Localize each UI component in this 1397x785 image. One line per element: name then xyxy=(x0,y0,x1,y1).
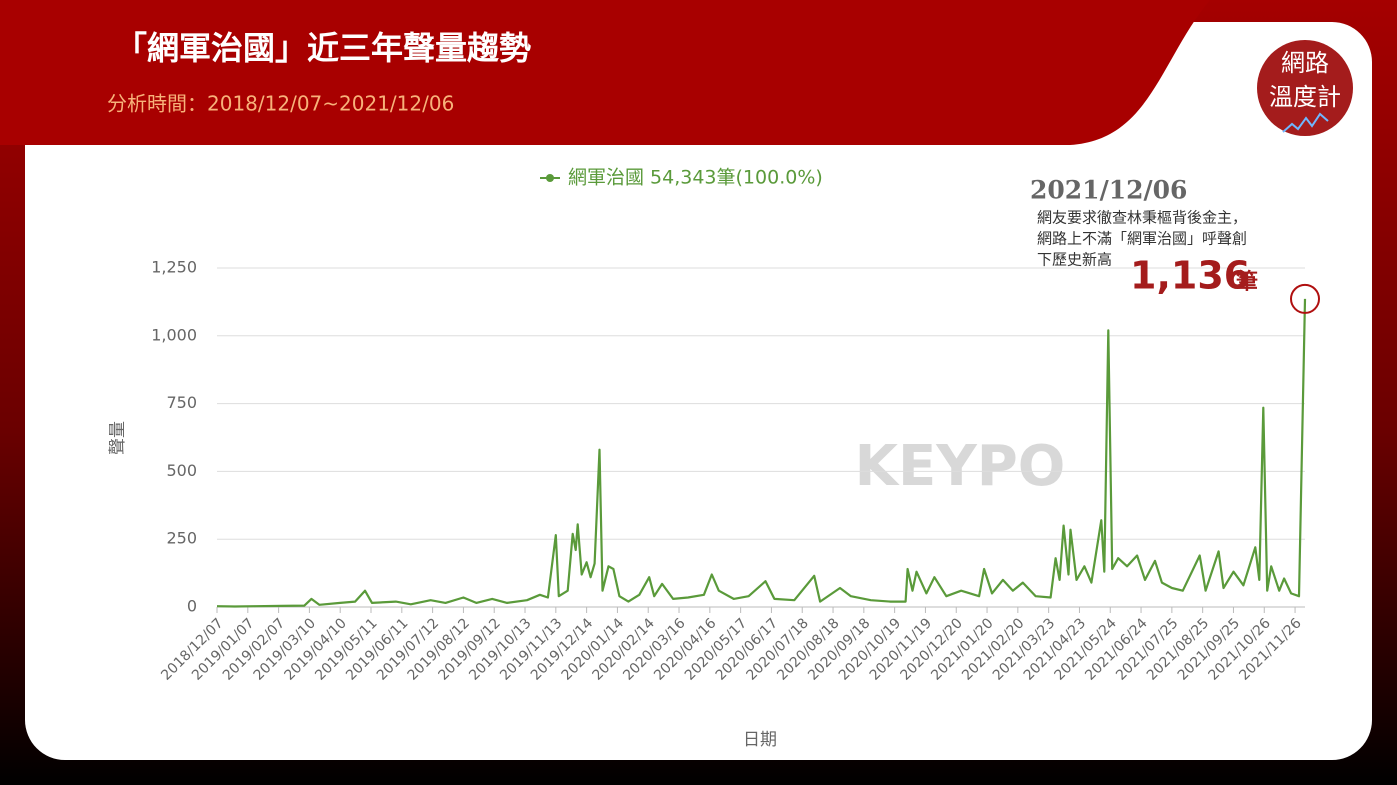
logo-wave xyxy=(1282,112,1329,133)
card xyxy=(25,22,1372,760)
legend-swatch xyxy=(546,174,554,182)
annotation-text: 網友要求徹查林秉樞背後金主， xyxy=(1037,209,1247,227)
logo xyxy=(1257,40,1353,136)
y-tick-label: 250 xyxy=(166,529,197,548)
logo-text: 溫度計 xyxy=(1269,83,1341,111)
annotation-text: 網路上不滿「網軍治國」呼聲創 xyxy=(1037,230,1247,248)
y-tick-label: 0 xyxy=(187,597,197,616)
y-axis-label: 聲量 xyxy=(108,421,128,455)
logo-text: 網路 xyxy=(1281,49,1329,77)
title: 「網軍治國」近三年聲量趨勢 xyxy=(115,29,531,67)
annotation-unit: 筆 xyxy=(1236,269,1258,295)
header-band xyxy=(0,0,1210,145)
y-tick-label: 1,250 xyxy=(151,258,197,277)
y-tick-label: 1,000 xyxy=(151,325,197,344)
highlight-marker xyxy=(1290,283,1320,314)
annotation-text: 下歷史新高 xyxy=(1037,251,1112,269)
line-series xyxy=(216,298,1307,608)
x-axis-label: 日期 xyxy=(743,730,777,750)
annotation: 2021/12/06 網友要求徹查林秉樞背後金主， 網路上不滿「網軍治國」呼聲創… xyxy=(1030,176,1258,298)
y-tick-label: 500 xyxy=(166,461,197,480)
legend-label: 網軍治國 54,343筆(100.0%) xyxy=(568,167,823,189)
y-tick-label: 750 xyxy=(166,393,197,412)
annotation-date: 2021/12/06 xyxy=(1030,176,1187,205)
annotation-value: 1,136 xyxy=(1130,254,1250,298)
watermark: KEYPO xyxy=(855,434,1066,499)
subtitle: 分析時間：2018/12/07~2021/12/06 xyxy=(107,92,454,116)
